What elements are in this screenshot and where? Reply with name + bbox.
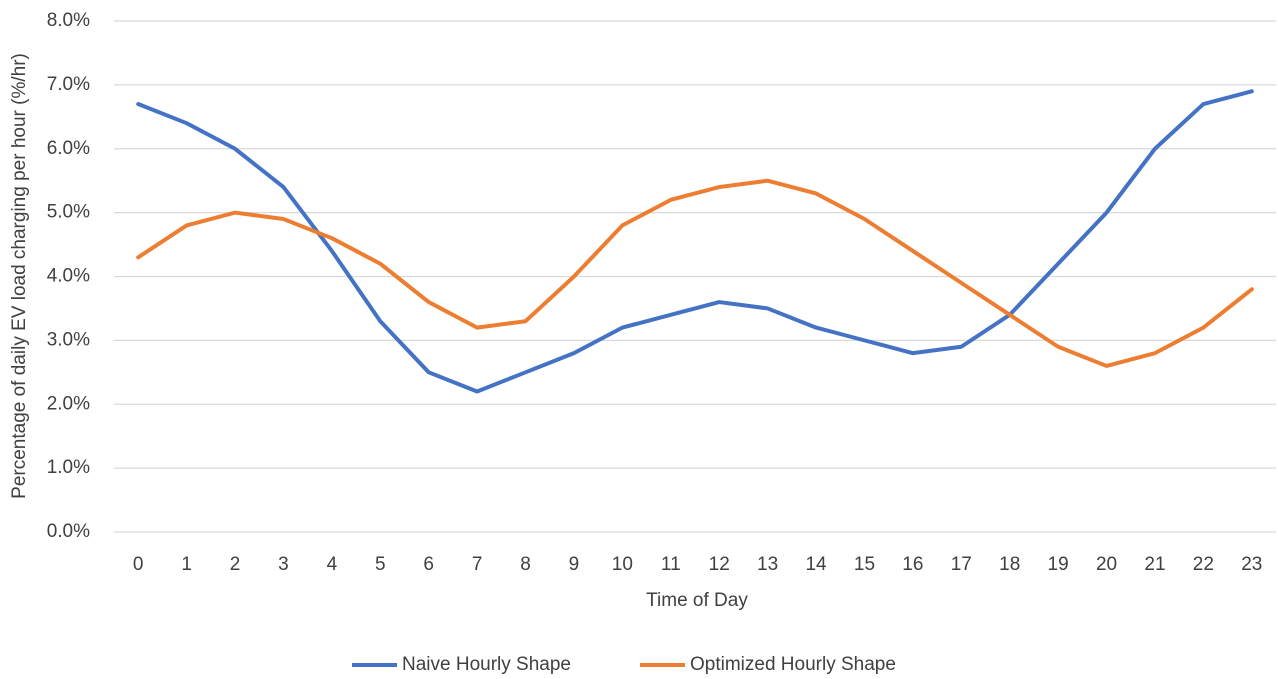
x-tick-label: 15 (854, 554, 875, 575)
series-line (136, 178, 1254, 368)
x-tick-label: 16 (902, 554, 923, 575)
legend-label: Naive Hourly Shape (402, 654, 571, 675)
x-tick-label: 18 (999, 554, 1020, 575)
y-tick-label: 4.0% (47, 266, 90, 287)
x-tick-label: 23 (1241, 554, 1262, 575)
x-tick-label: 21 (1144, 554, 1165, 575)
x-tick-label: 0 (133, 554, 144, 575)
x-tick-label: 7 (472, 554, 483, 575)
x-tick-label: 19 (1048, 554, 1069, 575)
y-tick-label: 5.0% (47, 202, 90, 223)
x-tick-label: 4 (327, 554, 338, 575)
x-tick-label: 8 (520, 554, 531, 575)
x-tick-label: 2 (230, 554, 241, 575)
x-tick-label: 13 (757, 554, 778, 575)
y-tick-label: 7.0% (47, 74, 90, 95)
x-tick-label: 22 (1193, 554, 1214, 575)
y-tick-label: 1.0% (47, 457, 90, 478)
y-tick-label: 6.0% (47, 138, 90, 159)
x-tick-label: 12 (709, 554, 730, 575)
y-tick-label: 3.0% (47, 329, 90, 350)
series-line (136, 89, 1254, 394)
x-tick-label: 10 (612, 554, 633, 575)
x-axis-title: Time of Day (646, 590, 748, 611)
legend-label: Optimized Hourly Shape (690, 654, 896, 675)
x-tick-label: 3 (278, 554, 289, 575)
x-tick-label: 11 (661, 554, 681, 575)
x-tick-label: 5 (375, 554, 386, 575)
x-tick-label: 17 (951, 554, 972, 575)
y-tick-label: 2.0% (47, 393, 90, 414)
x-tick-label: 14 (805, 554, 827, 575)
x-tick-label: 1 (181, 554, 192, 575)
y-tick-label: 8.0% (47, 10, 90, 31)
y-tick-label: 0.0% (47, 521, 90, 542)
x-tick-label: 9 (569, 554, 580, 575)
y-axis-title: Percentage of daily EV load charging per… (9, 53, 30, 499)
x-tick-label: 6 (423, 554, 434, 575)
x-tick-label: 20 (1096, 554, 1117, 575)
